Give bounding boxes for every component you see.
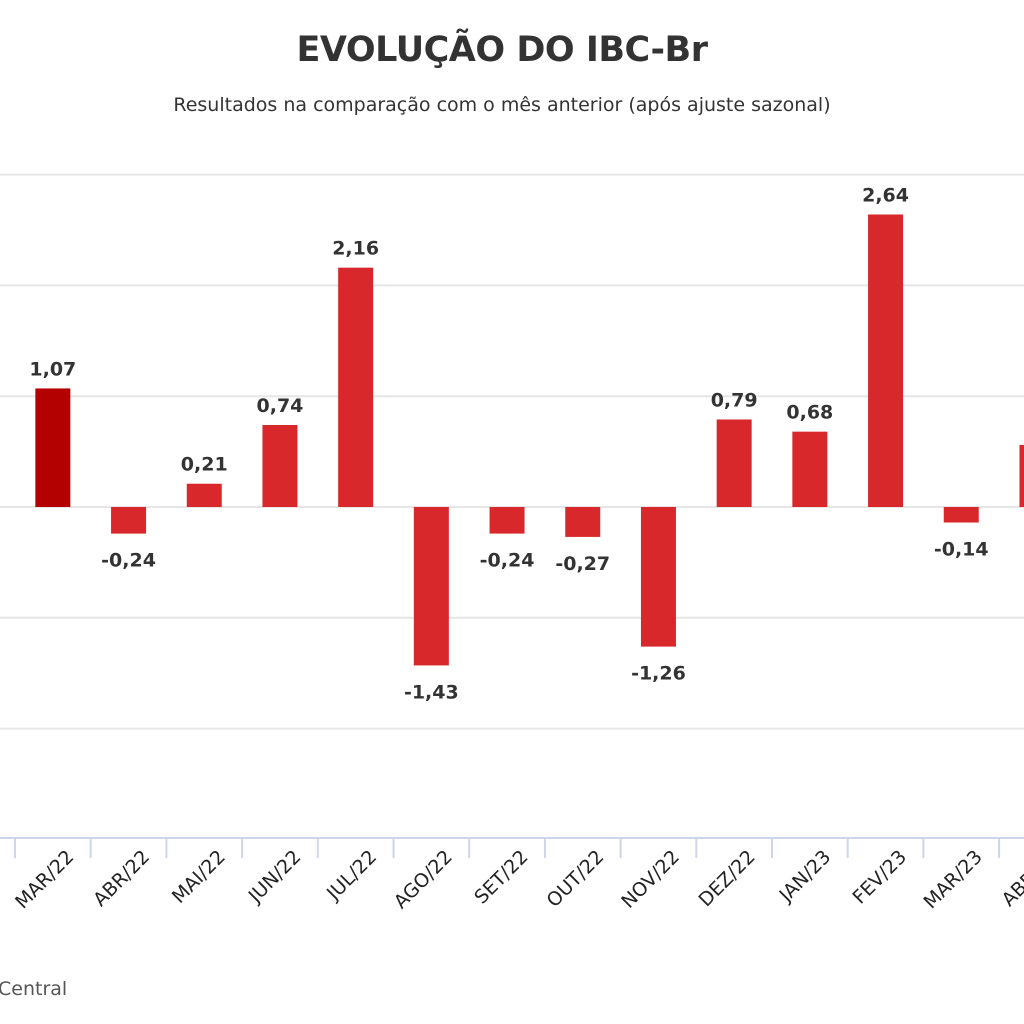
bar <box>943 507 979 523</box>
x-axis-label: NOV/22 <box>617 846 684 913</box>
data-label: -0,24 <box>101 550 156 572</box>
data-label: -0,14 <box>934 539 989 561</box>
chart-subtitle: Resultados na comparação com o mês anter… <box>173 94 831 116</box>
bar <box>792 431 828 507</box>
data-label: 0,79 <box>711 389 758 411</box>
x-axis-label: ABR/22 <box>89 846 154 911</box>
bar <box>262 425 298 507</box>
data-label: 0,74 <box>257 395 304 417</box>
x-axis-label: DEZ/22 <box>694 846 759 911</box>
x-axis-label: JUL/22 <box>322 846 381 905</box>
x-axis-label: JAN/23 <box>775 846 836 907</box>
bar <box>338 267 374 507</box>
x-axis-label: JUN/22 <box>244 846 306 908</box>
x-axis-label: MAR/23 <box>919 846 986 913</box>
source-note: Central <box>0 978 68 1000</box>
data-label: -0,27 <box>555 553 610 575</box>
bar <box>868 214 904 507</box>
bar <box>1019 444 1024 507</box>
bar <box>489 507 525 534</box>
data-label: 0,21 <box>181 454 228 476</box>
x-axis-label: AGO/22 <box>390 846 457 913</box>
x-axis-label: SET/22 <box>470 846 532 908</box>
chart-title: EVOLUÇÃO DO IBC-Br <box>296 30 708 70</box>
data-label: -1,26 <box>631 663 686 685</box>
x-axis-label: MAR/22 <box>11 846 78 913</box>
bar <box>35 388 71 507</box>
data-label: -0,24 <box>480 550 535 572</box>
bar <box>413 507 449 666</box>
data-label: 0,68 <box>786 402 833 424</box>
x-axis-label: FEV/23 <box>848 846 911 909</box>
x-axis-label: ABR/23 <box>998 846 1024 911</box>
bar <box>640 507 676 647</box>
data-label: 1,07 <box>29 358 76 380</box>
bar <box>111 507 147 534</box>
data-label: -1,43 <box>404 681 459 703</box>
bar <box>565 507 601 537</box>
data-label: 2,16 <box>332 238 379 260</box>
bar <box>186 483 222 507</box>
x-axis-label: OUT/22 <box>542 846 608 912</box>
x-axis-label: MAI/22 <box>168 846 230 908</box>
bar <box>716 419 752 507</box>
data-label: 2,64 <box>862 184 909 206</box>
